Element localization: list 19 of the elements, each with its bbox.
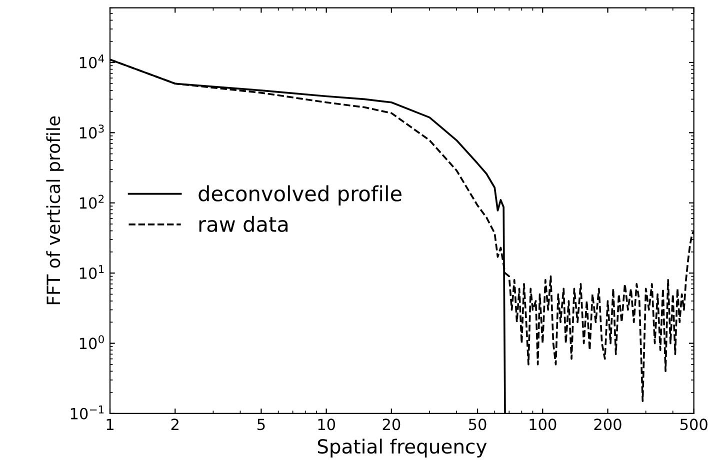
legend-label: deconvolved profile [198,185,402,206]
y-tick-label: 10$^{−1}$ [70,406,104,420]
x-tick-label: 100 [530,418,556,430]
x-tick-label: 50 [468,418,486,430]
x-tick-label: 20 [382,418,400,430]
x-tick-label: 200 [594,418,622,430]
x-tick-label: 5 [258,418,265,430]
x-axis-title: Spatial frequency [318,438,487,458]
y-tick-label: 10$^{1}$ [80,265,104,280]
y-tick-label: 10$^{4}$ [80,54,104,68]
y-tick-label: 10$^{0}$ [80,335,104,350]
y-tick-label: 10$^{2}$ [80,194,104,209]
x-tick-label: 1 [106,418,114,430]
legend-label: raw data [199,216,288,232]
x-tick-label: 500 [680,418,708,430]
y-tick-label: 10$^{3}$ [80,124,104,139]
x-tick-label: 2 [171,418,178,430]
x-tick-label: 10 [318,418,336,430]
y-axis-title: FFT of vertical profile [46,116,64,304]
